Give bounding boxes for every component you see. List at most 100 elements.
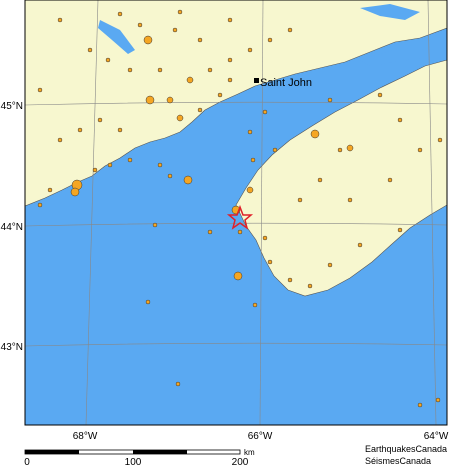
lon-label: 64°W [424, 431, 449, 442]
earthquake [217, 92, 223, 98]
earthquake [197, 107, 203, 113]
earthquake [346, 144, 354, 152]
earthquake [127, 67, 133, 73]
basin [360, 48, 430, 66]
earthquake [227, 17, 233, 23]
earthquake [157, 67, 163, 73]
earthquake [267, 37, 273, 43]
earthquake [262, 235, 268, 241]
frame [24, 0, 448, 426]
earthquake [57, 137, 63, 143]
earthquake [417, 147, 423, 153]
earthquake [145, 95, 155, 105]
earthquake [172, 27, 178, 33]
lat-label: 45°N [1, 101, 23, 112]
graticule [24, 0, 448, 426]
earthquake [307, 283, 313, 289]
lat-label: 43°N [1, 342, 23, 353]
lon-label: 68°W [73, 431, 98, 442]
earthquake [337, 147, 343, 153]
earthquake [437, 137, 443, 143]
earthquake [37, 87, 43, 93]
earthquake [247, 129, 253, 135]
credit: SéismesCanada [365, 456, 431, 466]
earthquake [186, 76, 194, 84]
earthquake [227, 57, 233, 63]
earthquake [287, 27, 293, 33]
earthquake [207, 67, 213, 73]
earthquake [143, 35, 153, 45]
scale-segment [133, 450, 187, 454]
earthquake [97, 117, 103, 123]
earthquake [246, 186, 254, 194]
earthquake [117, 127, 123, 133]
earthquake [317, 177, 323, 183]
earthquake [327, 97, 333, 103]
parallel [24, 342, 448, 347]
earthquake [87, 47, 93, 53]
earthquake [152, 222, 158, 228]
earthquake [167, 173, 173, 179]
earthquake [377, 92, 383, 98]
meridian [259, 0, 264, 426]
meridian [85, 0, 99, 426]
earthquake [92, 167, 98, 173]
earthquake [233, 271, 243, 281]
earthquake [137, 22, 143, 28]
earthquake [435, 397, 441, 403]
earthquake [357, 242, 363, 248]
earthquake [37, 202, 43, 208]
credit: EarthquakesCanada [365, 444, 447, 454]
earthquake [197, 37, 203, 43]
earthquake [387, 177, 393, 183]
earthquake [397, 117, 403, 123]
earthquake [157, 162, 163, 168]
earthquake [105, 57, 111, 63]
earthquake [127, 157, 133, 163]
city-marker [254, 78, 259, 83]
city-label: Saint John [260, 77, 312, 89]
earthquake [347, 197, 353, 203]
scale-label: 0 [24, 457, 30, 467]
earthquake [227, 77, 233, 83]
scale-label: 200 [232, 457, 249, 467]
earthquake [183, 175, 193, 185]
parallel [24, 101, 448, 106]
scale-bar [24, 449, 241, 455]
earthquake [107, 162, 113, 168]
earthquake [207, 229, 213, 235]
earthquake [175, 381, 181, 387]
earthquake [397, 227, 403, 233]
earthquake [77, 127, 83, 133]
earthquake [310, 129, 320, 139]
lat-label: 44°N [1, 222, 23, 233]
parallel [24, 222, 448, 227]
earthquake [117, 11, 123, 17]
scale-segment [25, 450, 79, 454]
earthquakes [37, 9, 443, 408]
earthquake [287, 277, 293, 283]
earthquake [47, 187, 53, 193]
earthquake [417, 402, 423, 408]
earthquake [327, 262, 333, 268]
earthquake [272, 147, 278, 153]
lon-label: 66°W [248, 431, 273, 442]
earthquake [252, 302, 258, 308]
earthquake [297, 197, 303, 203]
epicentre-star [226, 204, 254, 230]
earthquake [250, 157, 256, 163]
lake [360, 4, 420, 20]
earthquake [70, 187, 80, 197]
nova-scotia [235, 59, 448, 297]
earthquake [267, 259, 273, 265]
earthquake [145, 299, 151, 305]
scale-unit: km [244, 448, 255, 457]
earthquake [166, 96, 174, 104]
earthquake [57, 17, 63, 23]
lake [98, 20, 135, 54]
earthquake [262, 109, 268, 115]
earthquake [247, 47, 253, 53]
earthquake [176, 114, 184, 122]
scale-label: 100 [125, 457, 142, 467]
